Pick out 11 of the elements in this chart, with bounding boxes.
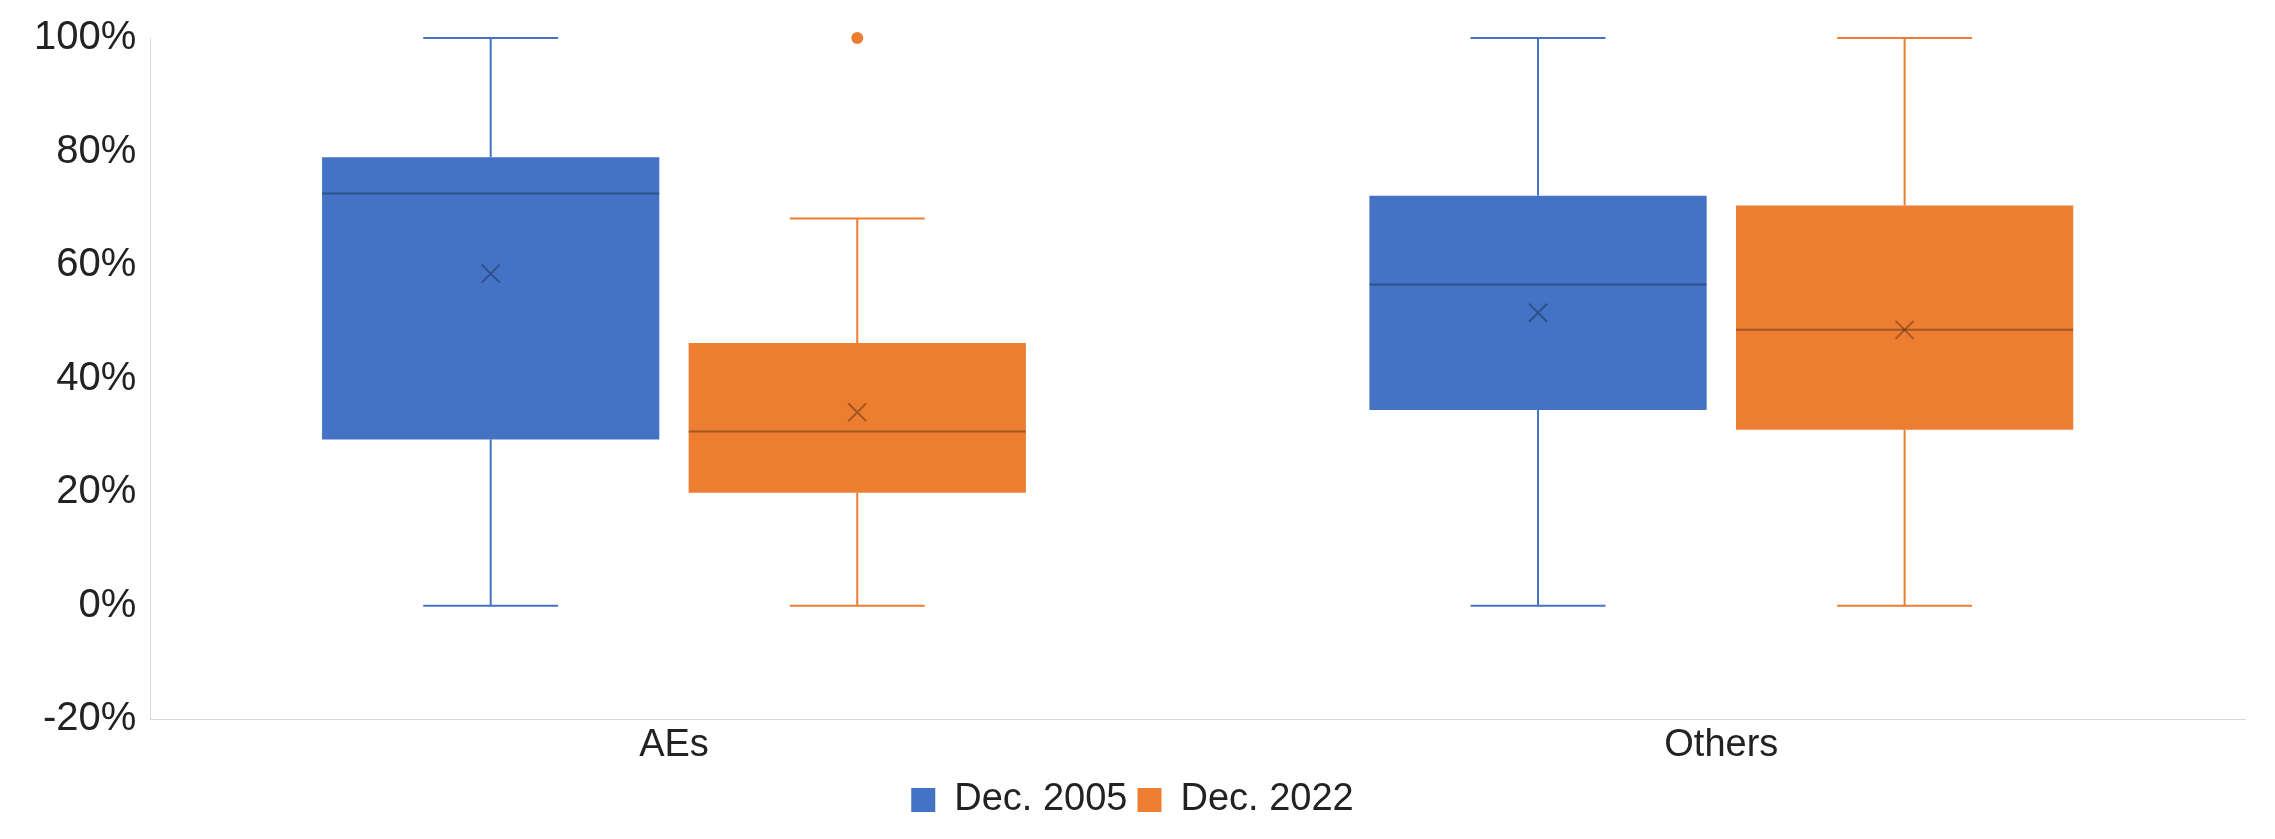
y-tick-label: 100% [33,13,137,58]
legend-label: Dec. 2005 [954,776,1128,819]
y-tick-label: 20% [56,467,137,512]
y-tick-label: 40% [56,353,137,398]
legend-label: Dec. 2022 [1180,776,1354,819]
y-tick-label: 60% [56,240,137,285]
y-tick-label: 0% [78,580,137,625]
x-tick-label: AEs [639,721,709,764]
y-tick-label: 80% [56,126,137,171]
x-tick-label: Others [1664,721,1779,764]
y-tick-label: -20% [42,694,137,739]
